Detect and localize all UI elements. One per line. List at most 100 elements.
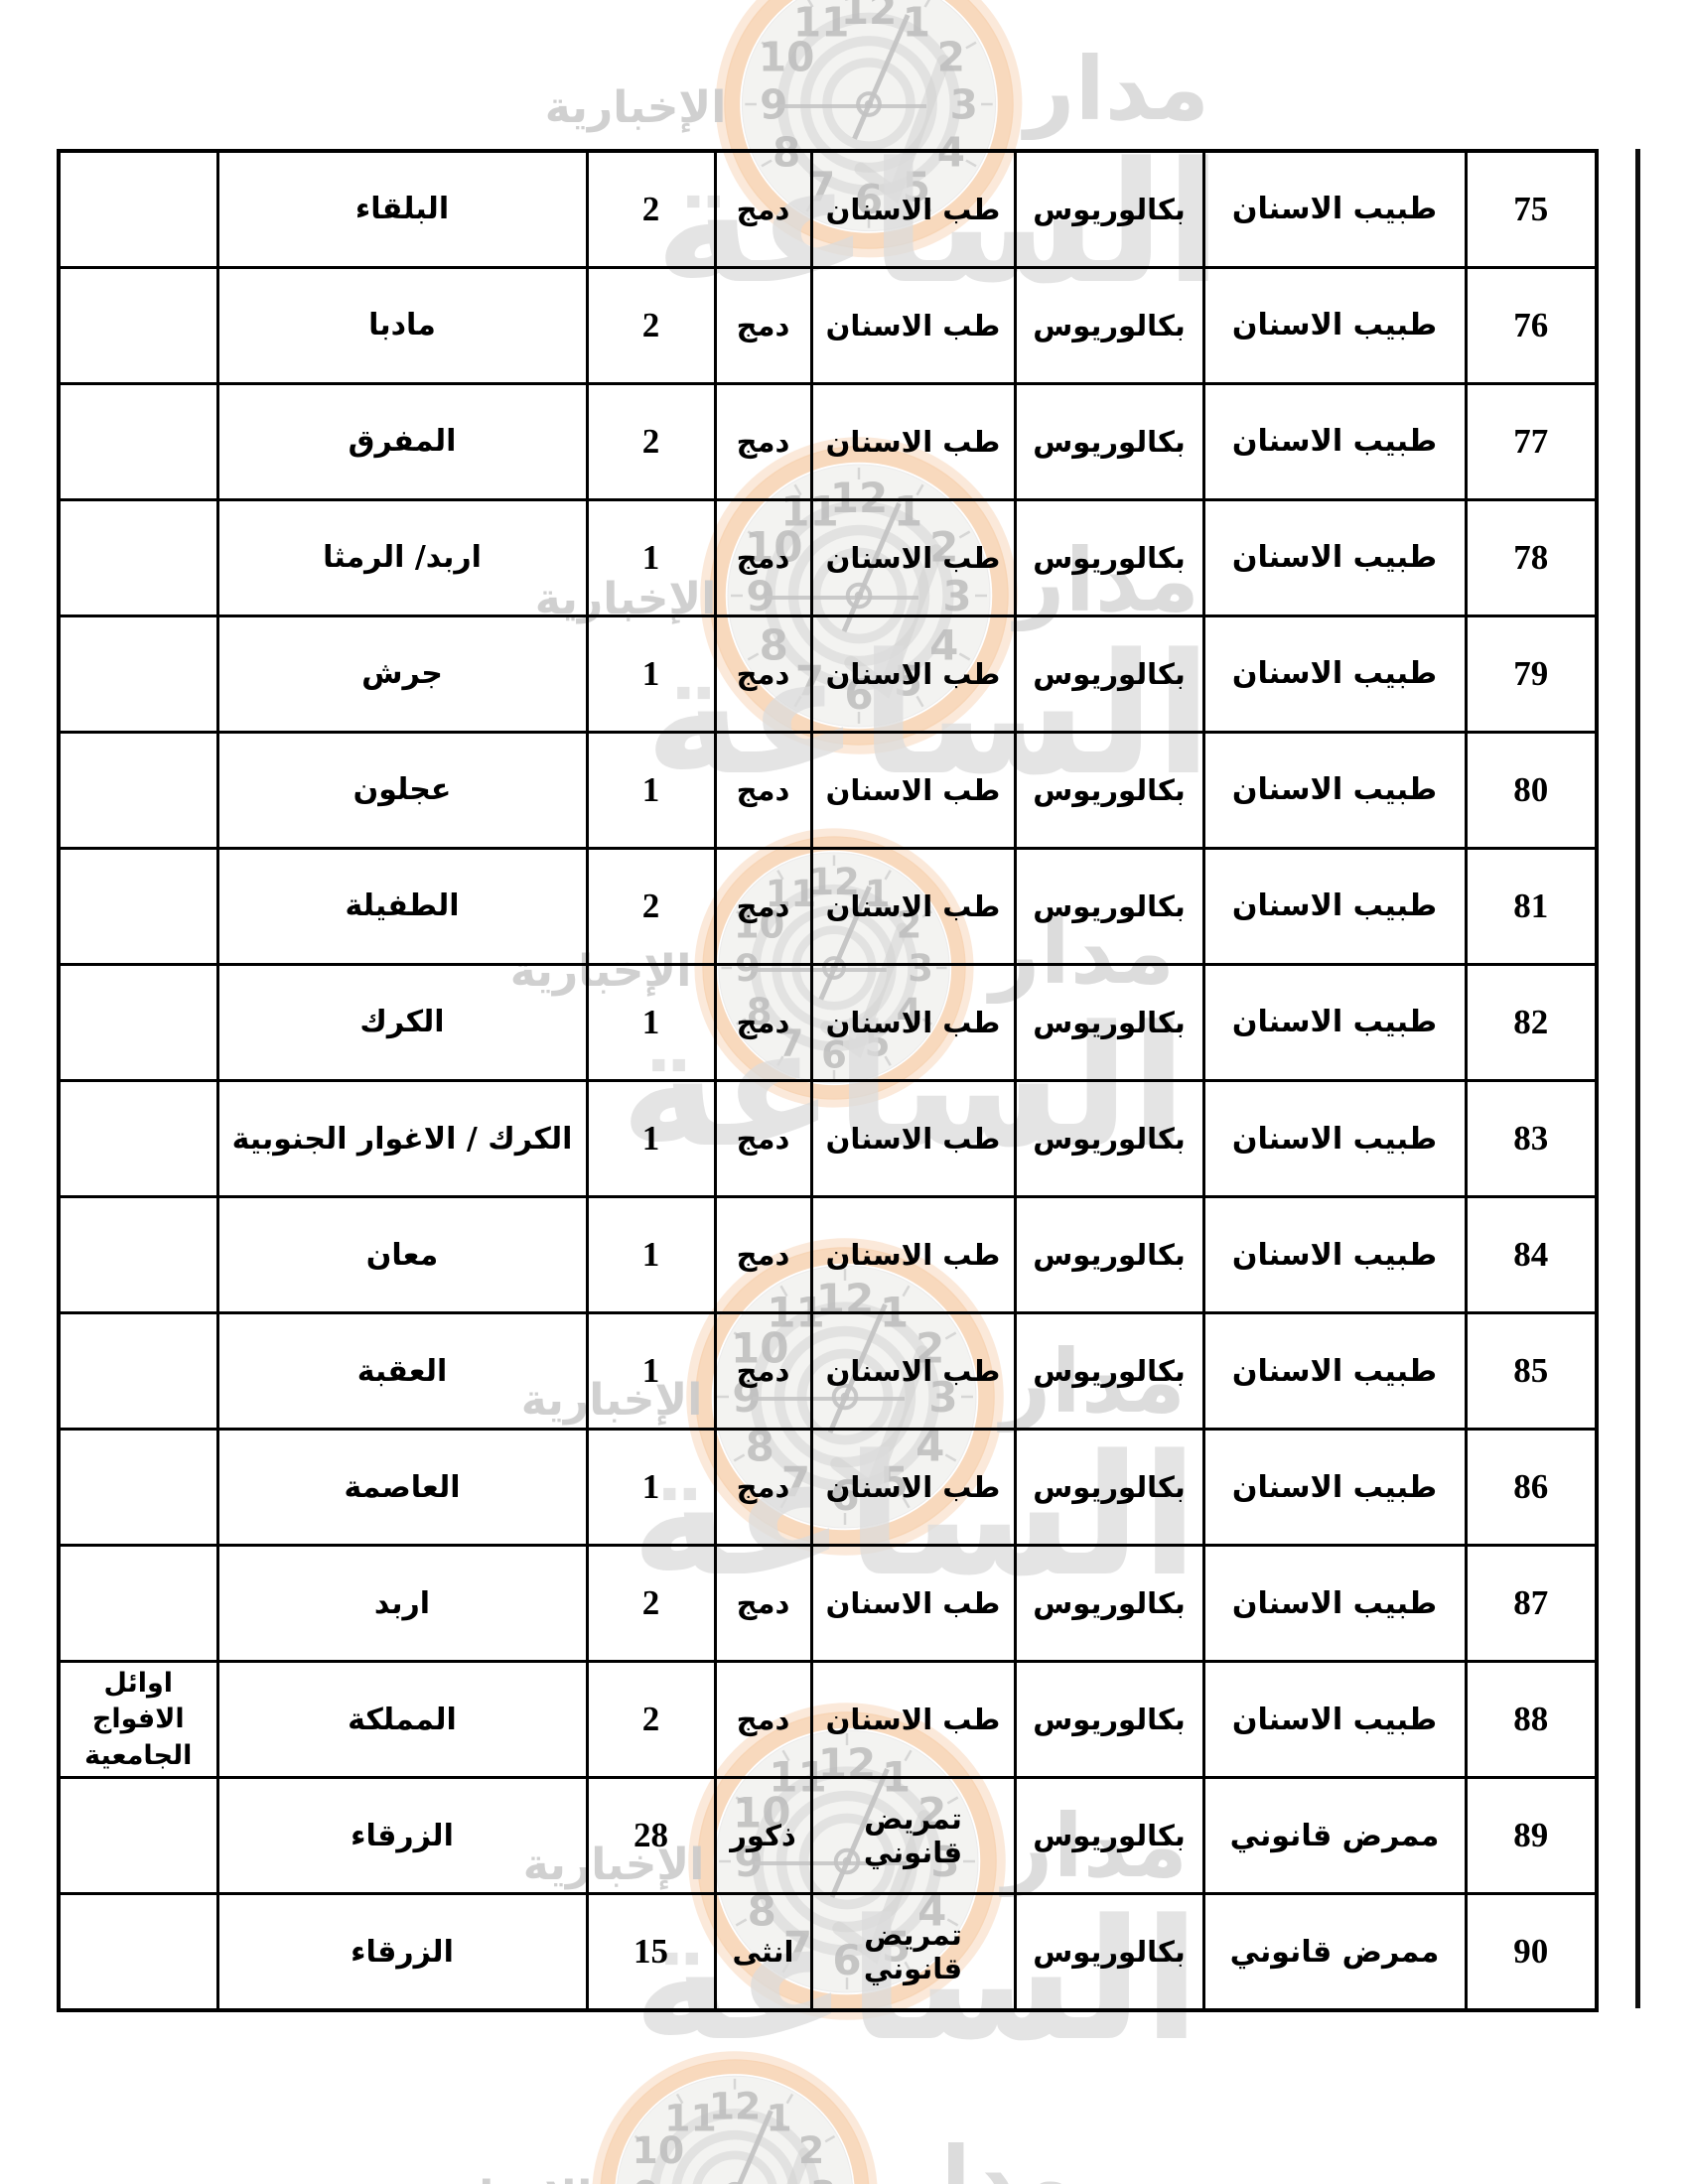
cell-gender: دمج (713, 1195, 813, 1315)
cell-gender: دمج (713, 1078, 813, 1199)
cell-title: طبيب الاسنان (1201, 1078, 1468, 1199)
cell-num: 85 (1464, 1311, 1599, 1432)
cell-location: عجلون (215, 730, 589, 850)
cell-title: طبيب الاسنان (1201, 381, 1468, 501)
cell-note: اوائل الافواج الجامعية (57, 1660, 219, 1780)
cell-count: 2 (585, 149, 717, 269)
cell-title: طبيب الاسنان (1201, 614, 1468, 734)
cell-title: طبيب الاسنان (1201, 1311, 1468, 1432)
positions-table: البلقاء 2 دمج طب الاسنان بكالوريوس طبيب الاسن… (57, 149, 1599, 2012)
cell-major: طب الاسنان (809, 149, 1017, 269)
svg-text:2: 2 (798, 2128, 824, 2172)
cell-degree: بكالوريوس (1013, 1428, 1205, 1548)
cell-num: 75 (1464, 149, 1599, 269)
cell-note (57, 1195, 219, 1315)
cell-gender: دمج (713, 1544, 813, 1664)
table-row: اربد/ الرمثا 1 دمج طب الاسنان بكالوريوس طبيب … (57, 497, 1599, 617)
cell-location: اربد (215, 1544, 589, 1664)
svg-text:3: 3 (810, 2173, 836, 2184)
table-row: الكرك 1 دمج طب الاسنان بكالوريوس طبيب الاسنان… (57, 962, 1599, 1083)
table-row: عجلون 1 دمج طب الاسنان بكالوريوس طبيب الاسنان… (57, 730, 1599, 850)
cell-num: 86 (1464, 1428, 1599, 1548)
cell-major: طب الاسنان (809, 962, 1017, 1083)
cell-title: طبيب الاسنان (1201, 265, 1468, 385)
table-row: العاصمة 1 دمج طب الاسنان بكالوريوس طبيب الاسن… (57, 1428, 1599, 1548)
cell-num: 81 (1464, 846, 1599, 966)
table-row: اربد 2 دمج طب الاسنان بكالوريوس طبيب الاسنان 8… (57, 1544, 1599, 1664)
table-row: الكرك / الاغوار الجنوبية 1 دمج طب الاسنان بك… (57, 1078, 1599, 1199)
cell-count: 2 (585, 265, 717, 385)
table-row: البلقاء 2 دمج طب الاسنان بكالوريوس طبيب الاسن… (57, 149, 1599, 269)
cell-title: طبيب الاسنان (1201, 962, 1468, 1083)
cell-degree: بكالوريوس (1013, 846, 1205, 966)
svg-text:12: 12 (709, 2084, 762, 2127)
cell-degree: بكالوريوس (1013, 1544, 1205, 1664)
cell-major: تمريض قانوني (809, 1776, 1017, 1896)
cell-note (57, 149, 219, 269)
cell-count: 2 (585, 846, 717, 966)
cell-major: طب الاسنان (809, 1544, 1017, 1664)
cell-degree: بكالوريوس (1013, 381, 1205, 501)
cell-gender: دمج (713, 1660, 813, 1780)
cell-note (57, 962, 219, 1083)
cell-note (57, 846, 219, 966)
cell-major: طب الاسنان (809, 497, 1017, 617)
cell-major: طب الاسنان (809, 846, 1017, 966)
cell-title: طبيب الاسنان (1201, 846, 1468, 966)
cell-num: 89 (1464, 1776, 1599, 1896)
cell-title: طبيب الاسنان (1201, 497, 1468, 617)
cell-location: معان (215, 1195, 589, 1315)
cell-note (57, 1892, 219, 2012)
cell-title: طبيب الاسنان (1201, 730, 1468, 850)
cell-count: 1 (585, 1311, 717, 1432)
svg-text:مدار: مدار (1021, 38, 1209, 140)
cell-degree: بكالوريوس (1013, 1195, 1205, 1315)
cell-major: طب الاسنان (809, 730, 1017, 850)
cell-major: طب الاسنان (809, 614, 1017, 734)
cell-gender: دمج (713, 149, 813, 269)
cell-num: 90 (1464, 1892, 1599, 2012)
cell-degree: بكالوريوس (1013, 1892, 1205, 2012)
cell-count: 1 (585, 962, 717, 1083)
cell-count: 1 (585, 497, 717, 617)
cell-note (57, 614, 219, 734)
svg-text:1: 1 (903, 0, 930, 47)
svg-text:12: 12 (841, 0, 897, 34)
cell-location: المملكة (215, 1660, 589, 1780)
cell-num: 88 (1464, 1660, 1599, 1780)
cell-gender: دمج (713, 381, 813, 501)
cell-note (57, 1428, 219, 1548)
cell-degree: بكالوريوس (1013, 962, 1205, 1083)
cell-count: 2 (585, 1544, 717, 1664)
cell-location: الكرك / الاغوار الجنوبية (215, 1078, 589, 1199)
cell-note (57, 1078, 219, 1199)
table-row: معان 1 دمج طب الاسنان بكالوريوس طبيب الاسنان 8… (57, 1195, 1599, 1315)
cell-major: طب الاسنان (809, 1078, 1017, 1199)
cell-location: الكرك (215, 962, 589, 1083)
cell-major: طب الاسنان (809, 265, 1017, 385)
cell-title: طبيب الاسنان (1201, 1660, 1468, 1780)
cell-major: طب الاسنان (809, 1428, 1017, 1548)
cell-gender: دمج (713, 614, 813, 734)
table-row: المفرق 2 دمج طب الاسنان بكالوريوس طبيب الاسنا… (57, 381, 1599, 501)
cell-note (57, 1311, 219, 1432)
cell-degree: بكالوريوس (1013, 1078, 1205, 1199)
table-row: الزرقاء 28 ذكور تمريض قانوني بكالوريوس ممرض ق… (57, 1776, 1599, 1896)
cell-title: ممرض قانوني (1201, 1776, 1468, 1896)
cell-title: طبيب الاسنان (1201, 1195, 1468, 1315)
cell-degree: بكالوريوس (1013, 149, 1205, 269)
table-row: مادبا 2 دمج طب الاسنان بكالوريوس طبيب الاسنان… (57, 265, 1599, 385)
cell-location: البلقاء (215, 149, 589, 269)
table-row: الزرقاء 15 انثى تمريض قانوني بكالوريوس ممرض ق… (57, 1892, 1599, 2012)
cell-note (57, 265, 219, 385)
cell-gender: ذكور (713, 1776, 813, 1896)
cell-gender: دمج (713, 730, 813, 850)
cell-count: 28 (585, 1776, 717, 1896)
cell-location: الزرقاء (215, 1776, 589, 1896)
cell-major: طب الاسنان (809, 1195, 1017, 1315)
cell-gender: دمج (713, 265, 813, 385)
cell-location: جرش (215, 614, 589, 734)
cell-count: 15 (585, 1892, 717, 2012)
cell-degree: بكالوريوس (1013, 265, 1205, 385)
